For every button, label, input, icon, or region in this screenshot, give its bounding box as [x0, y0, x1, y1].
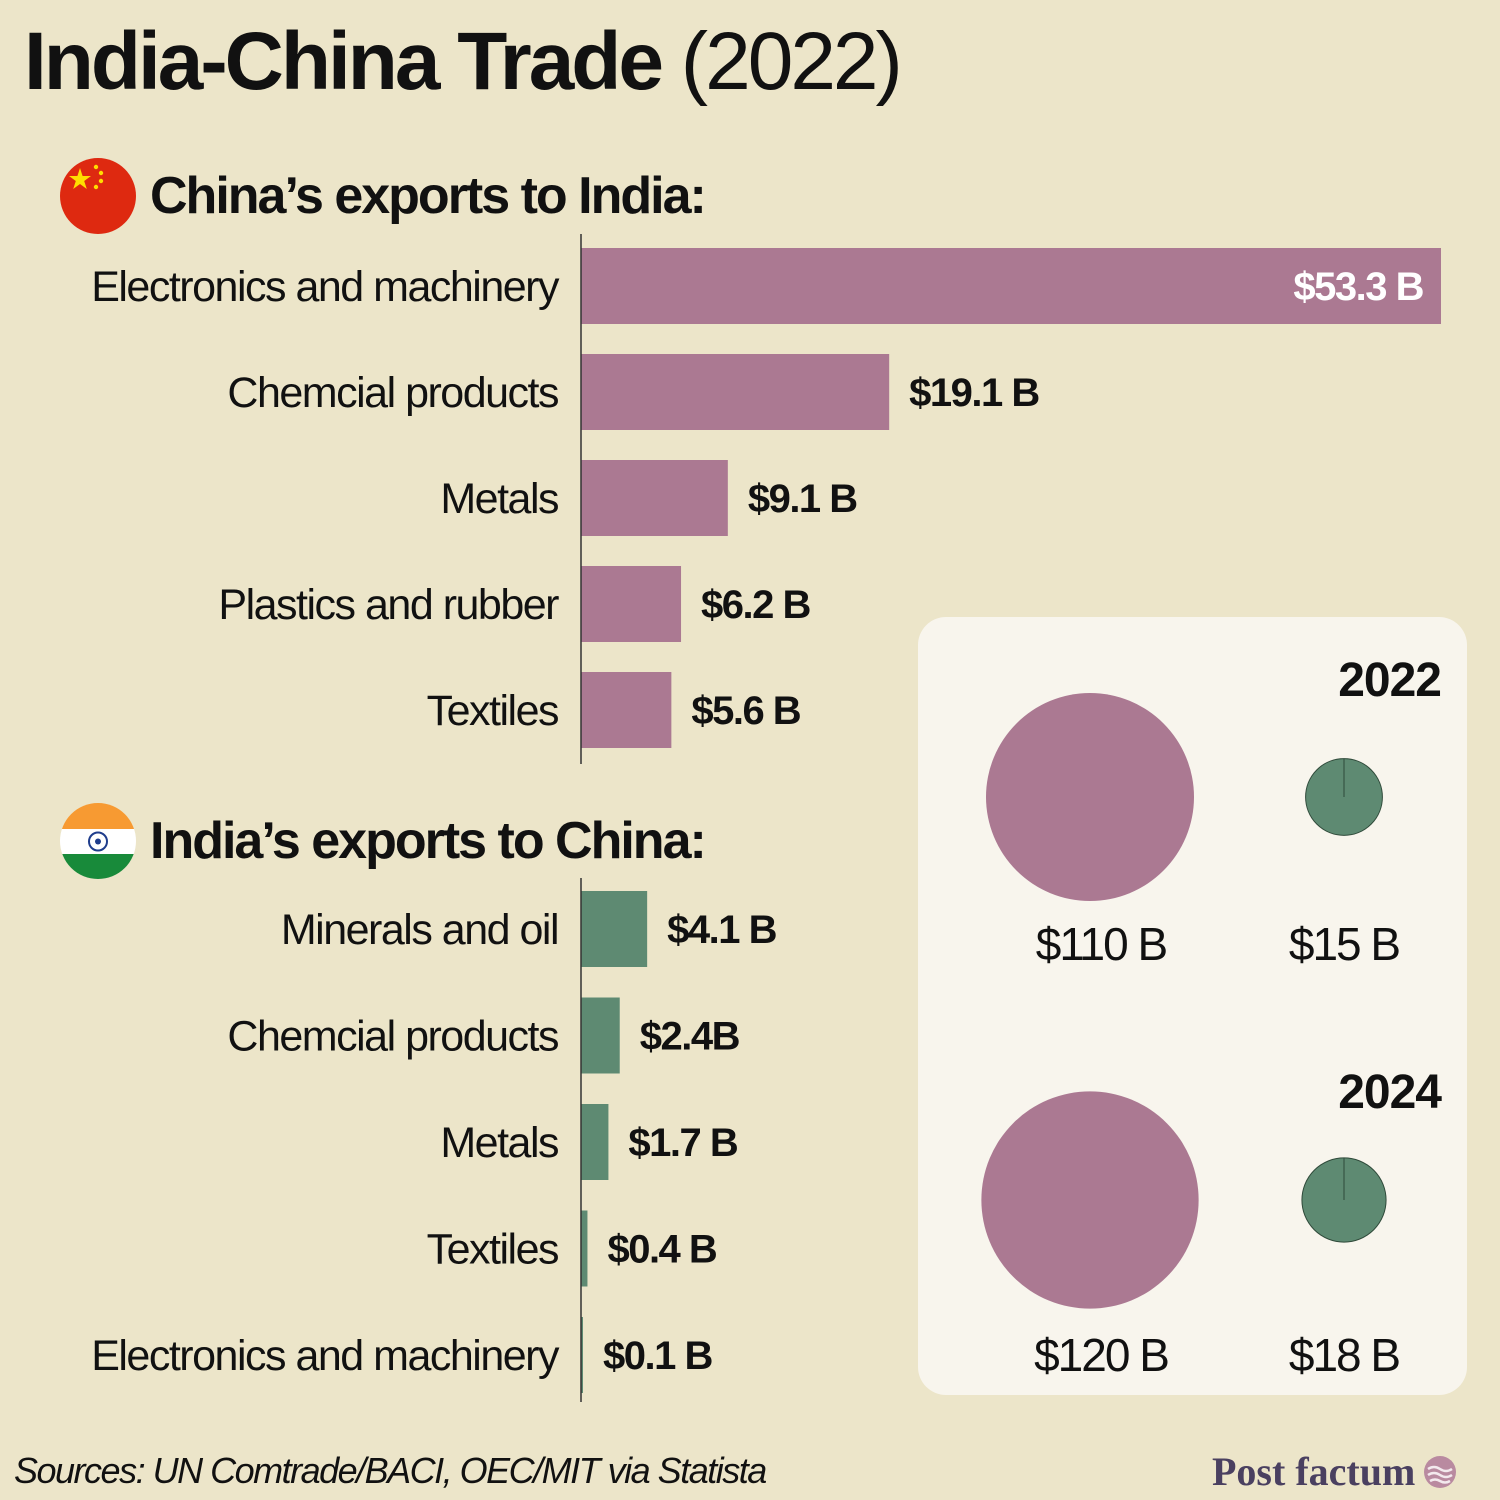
china-bar-3 [581, 566, 682, 642]
india-category-label-3: Textiles [427, 1226, 558, 1274]
india-category-label-4: Electronics and machinery [91, 1332, 560, 1380]
china-value-label-4: $5.6 B [691, 689, 800, 733]
india-bar-4 [581, 1317, 583, 1393]
india-bar-0 [581, 891, 648, 967]
india-flag-icon [60, 803, 136, 879]
china-category-label-3: Plastics and rubber [218, 581, 559, 629]
title-main: India-China Trade [24, 16, 664, 107]
brand-name: Post factum [1212, 1449, 1416, 1494]
panel-year-2022: 2022 [1338, 654, 1442, 707]
china-bar-0 [581, 248, 1441, 324]
india-value-label-1: $2.4B [640, 1015, 740, 1059]
brand-mark-icon [1424, 1455, 1457, 1488]
china-bar-2 [581, 460, 728, 536]
india-value-label-3: $0.4 B [607, 1228, 716, 1272]
china-value-label-3: $6.2 B [701, 583, 810, 627]
title-year: (2022) [680, 16, 903, 107]
china-bar-1 [581, 354, 890, 430]
bubble-chart [981, 693, 1387, 1309]
india-section-heading: India’s exports to China: [150, 812, 707, 870]
china-value-label-1: $19.1 B [909, 371, 1039, 415]
china-flag-icon [60, 158, 136, 234]
page-title: India-China Trade (2022) [24, 14, 903, 110]
china-section-header: China’s exports to India: [60, 158, 707, 234]
panel-year-2024: 2024 [1338, 1066, 1442, 1119]
bubble-label-india-2024: $18 B [1288, 1329, 1401, 1381]
china-category-label-0: Electronics and machinery [91, 263, 560, 311]
bubble-china-2024 [981, 1091, 1199, 1309]
india-section-header: India’s exports to China: [60, 803, 707, 879]
china-category-label-4: Textiles [427, 687, 558, 735]
india-category-label-1: Chemcial products [227, 1013, 558, 1061]
bubble-label-china-2022: $110 B [1035, 918, 1168, 970]
china-value-label-2: $9.1 B [748, 477, 857, 521]
india-bar-2 [581, 1104, 609, 1180]
india-bar-1 [581, 997, 620, 1074]
india-bar-3 [581, 1210, 588, 1287]
china-category-label-2: Metals [440, 475, 558, 523]
bubble-label-india-2022: $15 B [1288, 918, 1401, 970]
india-value-label-2: $1.7 B [628, 1121, 737, 1165]
china-section-heading: China’s exports to India: [150, 167, 707, 225]
sources-note: Sources: UN Comtrade/BACI, OEC/MIT via S… [14, 1450, 767, 1491]
india-category-label-0: Minerals and oil [281, 906, 558, 954]
totals-panel: 2022 2024 $110 B $15 B $120 B $18 B [918, 617, 1467, 1395]
bubble-label-china-2024: $120 B [1034, 1329, 1170, 1381]
bubble-china-2022 [986, 693, 1194, 901]
china-value-label-0: $53.3 B [1293, 265, 1423, 309]
china-bar-4 [581, 672, 672, 748]
china-category-label-1: Chemcial products [227, 369, 558, 417]
india-value-label-0: $4.1 B [667, 908, 776, 952]
india-category-label-2: Metals [440, 1119, 558, 1167]
india-value-label-4: $0.1 B [603, 1334, 712, 1378]
brand-logo: Post factum [1212, 1448, 1457, 1495]
